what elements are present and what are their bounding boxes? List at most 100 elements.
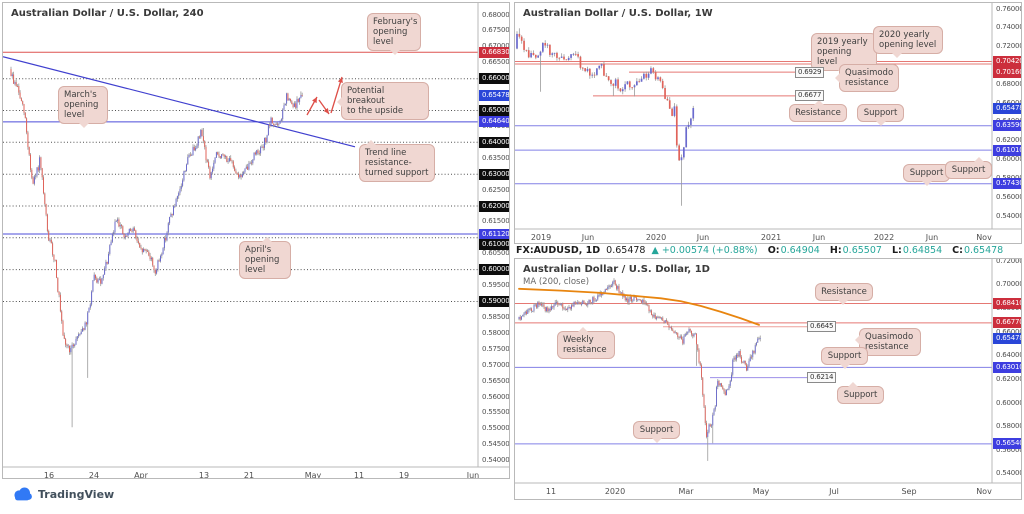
price-level-badge: 0.61010 [993, 144, 1021, 156]
high-label: H: [829, 245, 842, 256]
chart-title-1w: Australian Dollar / U.S. Dollar, 1W [523, 8, 713, 19]
tradingview-cloud-icon [14, 487, 32, 501]
time-tick: May [752, 487, 770, 496]
price-tick: 0.67500 [482, 26, 510, 35]
price-level-badge: 0.63000 [479, 168, 509, 180]
price-level-badge: 0.70160 [993, 66, 1021, 78]
price-tick: 0.72000 [996, 42, 1022, 51]
time-tick: 2019 [530, 233, 552, 242]
price-tick: 0.68000 [996, 79, 1022, 88]
price-tick: 0.56000 [482, 392, 510, 401]
price-tick: 0.76000 [996, 4, 1022, 13]
price-tick: 0.60000 [996, 398, 1022, 407]
time-tick: May [304, 471, 322, 479]
close-label: C: [952, 245, 963, 256]
price-tick: 0.74000 [996, 23, 1022, 32]
chart-canvas-1d[interactable] [515, 259, 1022, 500]
symbol-name: FX:AUDUSD, 1D [516, 245, 601, 256]
time-tick: Nov [976, 487, 992, 496]
price-change: ▲ +0.00574 (+0.88%) [651, 245, 758, 256]
current-price-badge: 0.65478 [993, 102, 1021, 114]
time-tick: 13 [198, 471, 210, 479]
time-tick: Jun [812, 233, 826, 242]
price-tick: 0.58000 [482, 328, 510, 337]
time-axis-240[interactable]: 16 24 Apr 13 21 May 11 19 Jun [3, 468, 509, 479]
price-level-badge: 0.59000 [479, 296, 509, 307]
price-axis-240[interactable]: 0.680000.675000.670000.665000.645000.635… [479, 3, 510, 467]
price-axis-1d[interactable]: 0.720000.700000.680000.660000.640000.620… [993, 258, 1022, 483]
chart-canvas-1w[interactable] [515, 3, 1022, 244]
price-tick: 0.57500 [482, 344, 510, 353]
price-tick: 0.62000 [996, 374, 1022, 383]
price-level-badge: 0.66830 [479, 46, 509, 58]
chart-title-1d: Australian Dollar / U.S. Dollar, 1D [523, 264, 710, 275]
open-label: O: [767, 245, 780, 256]
time-tick: 2021 [760, 233, 782, 242]
price-tick: 0.61500 [482, 217, 510, 226]
price-axis-1w[interactable]: 0.760000.740000.720000.680000.660000.640… [993, 3, 1022, 229]
time-tick: 2020 [604, 487, 626, 496]
price-level-badge: 0.68410 [993, 298, 1021, 309]
price-level-badge: 0.57430 [993, 178, 1021, 190]
price-level-badge: 0.65000 [479, 105, 509, 116]
price-level-badge: 0.60000 [479, 264, 509, 276]
chart-title-240: Australian Dollar / U.S. Dollar, 240 [11, 8, 204, 19]
current-price-badge: 0.65478 [479, 89, 509, 101]
price-tick: 0.54500 [482, 440, 510, 449]
time-tick: Sep [901, 487, 917, 496]
time-axis-1d[interactable]: 11 2020 Mar May Jul Sep Nov [515, 484, 1021, 499]
price-level-badge: 0.62000 [479, 200, 509, 212]
chart-panel-audusd-240: Australian Dollar / U.S. Dollar, 240 0.6… [2, 2, 510, 479]
time-tick: 11 [545, 487, 557, 496]
price-level-badge: 0.63590 [993, 120, 1021, 132]
price-tick: 0.66000 [996, 327, 1022, 336]
low-label: L: [891, 245, 902, 256]
price-tick: 0.66500 [482, 58, 510, 67]
price-tick: 0.67000 [482, 42, 509, 50]
price-tick: 0.62500 [482, 185, 510, 194]
time-tick: 24 [88, 471, 100, 479]
time-tick: Apr [134, 471, 148, 479]
chart-panel-audusd-1d: Australian Dollar / U.S. Dollar, 1D MA (… [514, 258, 1022, 500]
price-tick: 0.68000 [482, 10, 510, 19]
low-value: 0.64854 [902, 245, 943, 256]
price-tick: 0.58000 [996, 422, 1022, 431]
time-axis-1w[interactable]: 2019 Jun 2020 Jun 2021 Jun 2022 Jun Nov [515, 230, 1021, 243]
price-tick: 0.64000 [996, 351, 1022, 360]
ma-indicator-label[interactable]: MA (200, close) [523, 277, 590, 287]
price-tick: 0.58500 [482, 312, 510, 321]
price-level-badge: 0.61120 [479, 228, 509, 240]
time-tick: Mar [678, 487, 694, 496]
price-tick: 0.54000 [482, 456, 510, 465]
time-tick: 19 [398, 471, 410, 479]
price-tick: 0.55500 [482, 408, 510, 417]
price-tick: 0.55000 [482, 424, 510, 433]
time-tick: Jun [581, 233, 595, 242]
price-tick: 0.72000 [996, 258, 1022, 265]
close-value: 0.65478 [963, 245, 1004, 256]
time-tick: 11 [353, 471, 365, 479]
tradingview-logo-text: TradingView [38, 487, 115, 501]
symbol-info-bar: FX:AUDUSD, 1D 0.65478 ▲ +0.00574 (+0.88%… [516, 245, 1006, 256]
price-tick: 0.62000 [996, 136, 1022, 145]
price-tick: 0.57000 [482, 360, 510, 369]
price-tick: 0.54000 [996, 469, 1022, 478]
last-price: 0.65478 [606, 245, 646, 256]
time-tick: 21 [243, 471, 255, 479]
price-tick: 0.56500 [482, 376, 510, 385]
tradingview-logo[interactable]: TradingView [12, 487, 114, 501]
price-level-badge: 0.66000 [479, 73, 509, 85]
time-tick: Jun [466, 471, 480, 479]
time-tick: Jun [925, 233, 939, 242]
chart-canvas-240[interactable] [3, 3, 510, 479]
current-price-badge: 0.65478 [993, 332, 1021, 344]
price-level-badge: 0.70420 [993, 56, 1021, 67]
chart-panel-audusd-1w: Australian Dollar / U.S. Dollar, 1W 0.76… [514, 2, 1022, 244]
price-level-badge: 0.64640 [479, 116, 509, 128]
price-level-badge: 0.63010 [993, 361, 1021, 373]
price-tick: 0.59500 [482, 281, 510, 290]
price-tick: 0.58000 [996, 174, 1021, 182]
price-tick: 0.60500 [482, 249, 510, 258]
price-tick: 0.63500 [482, 153, 510, 162]
